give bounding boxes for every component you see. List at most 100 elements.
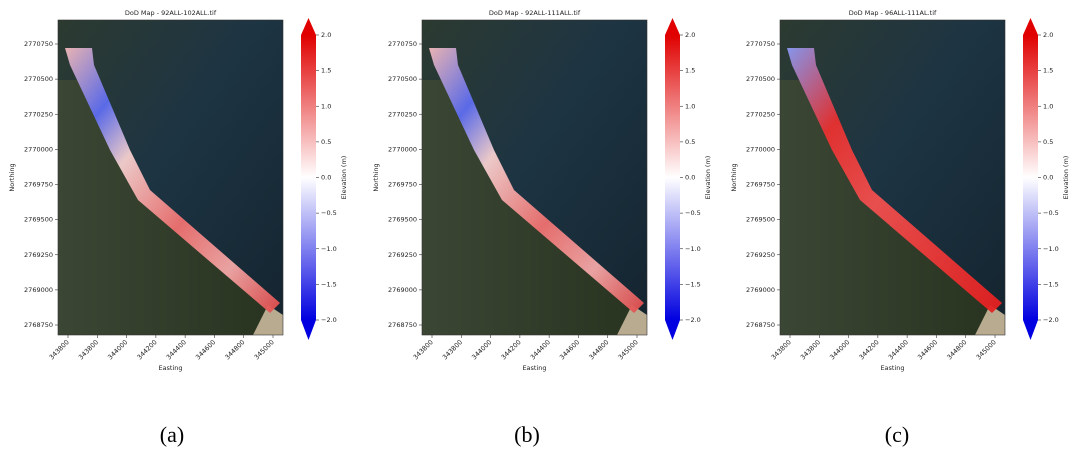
y-tick-label: 2770500 [746, 75, 775, 83]
caption: (a) [160, 422, 184, 447]
panel: DoD Map - 96ALL-111AL.tif 2770750 2770500 2… [730, 9, 1070, 372]
colorbar-tick-label: −2.0 [685, 316, 701, 324]
colorbar-label: Elevation (m) [1062, 156, 1070, 200]
x-tick-label: 343800 [412, 338, 435, 361]
y-tick-label: 2769250 [746, 251, 775, 259]
y-axis-label: Northing [730, 163, 738, 191]
colorbar-tick-label: −0.5 [321, 209, 337, 217]
colorbar-label: Elevation (m) [704, 156, 712, 200]
colorbar-tick-label: 0.0 [685, 174, 695, 182]
y-tick-label: 2769250 [388, 251, 417, 259]
colorbar-top-arrow [665, 18, 680, 35]
colorbar-tick-label: 1.5 [685, 67, 695, 75]
colorbar-tick-label: −1.5 [1043, 280, 1059, 288]
dod-strip [429, 48, 644, 313]
y-tick-label: 2770250 [388, 110, 417, 118]
y-tick-label: 2769500 [388, 216, 417, 224]
x-tick-label: 344000 [470, 338, 493, 361]
x-tick-label: 344200 [857, 338, 880, 361]
caption: (c) [885, 422, 909, 447]
dod-strip [787, 48, 1002, 313]
panel: DoD Map - 92ALL-102ALL.tif 2770750 2770500… [8, 9, 348, 372]
x-tick-label: 344800 [587, 338, 610, 361]
x-tick-label: 343800 [441, 338, 464, 361]
colorbar-tick-label: −0.5 [685, 209, 701, 217]
panel-title: DoD Map - 92ALL-111ALL.tif [489, 9, 581, 17]
y-axis-label: Northing [372, 163, 380, 191]
x-tick-label: 343800 [77, 338, 100, 361]
y-tick-label: 2770750 [388, 40, 417, 48]
colorbar-tick-label: 0.0 [321, 174, 331, 182]
x-tick-label: 344000 [106, 338, 129, 361]
x-tick-label: 344400 [165, 338, 188, 361]
colorbar-tick-label: −1.5 [685, 280, 701, 288]
colorbar [301, 35, 316, 320]
y-tick-label: 2770000 [746, 145, 775, 153]
y-tick-label: 2769500 [24, 216, 53, 224]
y-tick-label: 2770000 [24, 145, 53, 153]
y-axis-label: Northing [8, 163, 16, 191]
colorbar-tick-label: −2.0 [1043, 316, 1059, 324]
x-tick-label: 344600 [194, 338, 217, 361]
y-tick-label: 2769000 [746, 286, 775, 294]
x-tick-label: 343800 [799, 338, 822, 361]
y-tick-label: 2769750 [388, 181, 417, 189]
y-tick-label: 2769250 [24, 251, 53, 259]
colorbar-tick-label: 0.5 [321, 138, 331, 146]
colorbar-tick-label: −1.0 [685, 245, 701, 253]
y-tick-label: 2769750 [24, 181, 53, 189]
x-axis-label: Easting [522, 364, 546, 372]
x-tick-label: 344400 [887, 338, 910, 361]
beach-strip [617, 305, 647, 335]
x-tick-label: 344200 [135, 338, 158, 361]
beach-strip [975, 305, 1005, 335]
x-tick-label: 345000 [617, 338, 640, 361]
y-tick-label: 2769500 [746, 216, 775, 224]
colorbar-bottom-arrow [1023, 320, 1038, 340]
y-tick-label: 2770500 [388, 75, 417, 83]
x-tick-label: 344600 [558, 338, 581, 361]
colorbar-bottom-arrow [301, 320, 316, 340]
beach-strip [253, 305, 283, 335]
panel-title: DoD Map - 96ALL-111AL.tif [849, 9, 937, 17]
x-tick-label: 344400 [529, 338, 552, 361]
caption: (b) [514, 422, 540, 447]
colorbar-tick-label: 1.0 [1043, 102, 1053, 110]
x-tick-label: 343800 [770, 338, 793, 361]
colorbar [1023, 35, 1038, 320]
x-tick-label: 343800 [48, 338, 71, 361]
x-tick-label: 344800 [945, 338, 968, 361]
x-tick-label: 345000 [975, 338, 998, 361]
colorbar-tick-label: 1.0 [321, 102, 331, 110]
colorbar-bottom-arrow [665, 320, 680, 340]
x-tick-label: 344800 [223, 338, 246, 361]
colorbar [665, 35, 680, 320]
x-tick-label: 344200 [499, 338, 522, 361]
colorbar-top-arrow [301, 18, 316, 35]
colorbar-tick-label: 0.0 [1043, 174, 1053, 182]
map-frame [779, 19, 1006, 336]
y-tick-label: 2768750 [24, 321, 53, 329]
x-axis-label: Easting [880, 364, 904, 372]
colorbar-tick-label: −0.5 [1043, 209, 1059, 217]
y-tick-label: 2769000 [388, 286, 417, 294]
map-frame [57, 19, 284, 336]
dod-strip [65, 48, 280, 313]
colorbar-top-arrow [1023, 18, 1038, 35]
panel-title: DoD Map - 92ALL-102ALL.tif [125, 9, 217, 17]
y-tick-label: 2769750 [746, 181, 775, 189]
colorbar-tick-label: 2.0 [321, 31, 331, 39]
colorbar-label: Elevation (m) [340, 156, 348, 200]
y-tick-label: 2768750 [388, 321, 417, 329]
y-tick-label: 2768750 [746, 321, 775, 329]
y-tick-label: 2770000 [388, 145, 417, 153]
colorbar-tick-label: 2.0 [1043, 31, 1053, 39]
colorbar-tick-label: −2.0 [321, 316, 337, 324]
x-tick-label: 345000 [253, 338, 276, 361]
y-tick-label: 2770750 [746, 40, 775, 48]
panel: DoD Map - 92ALL-111ALL.tif 2770750 2770500… [372, 9, 712, 372]
y-tick-label: 2770250 [746, 110, 775, 118]
colorbar-tick-label: 1.5 [321, 67, 331, 75]
colorbar-tick-label: −1.5 [321, 280, 337, 288]
